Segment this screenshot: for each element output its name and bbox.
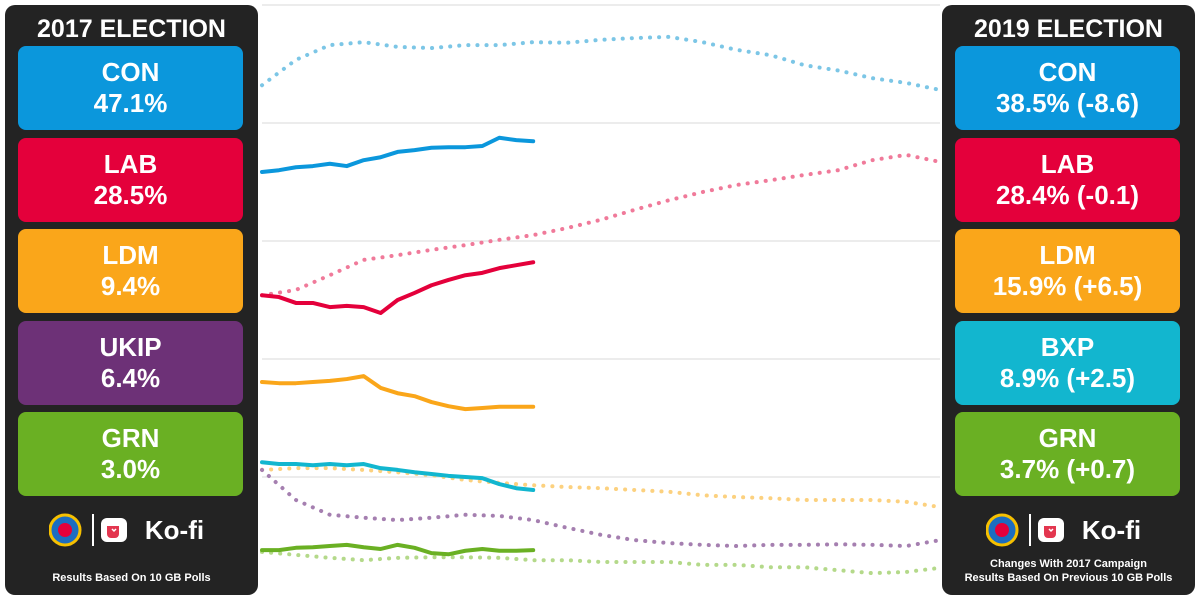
party-share: 3.0% — [100, 454, 161, 484]
party-box: CON 38.5% (-8.6) — [955, 46, 1180, 130]
dotted-trend-line — [260, 152, 942, 298]
party-name: LDM — [1039, 240, 1096, 270]
panel-title: 2017 ELECTION — [37, 15, 226, 43]
party-box: GRN 3.7% (+0.7) — [955, 412, 1180, 496]
logos — [48, 513, 127, 547]
footer-note: Results Based On 10 GB Polls — [52, 572, 211, 584]
logos — [985, 513, 1064, 547]
trend-line — [260, 135, 536, 174]
party-share: 9.4% — [100, 271, 161, 301]
party-share: 47.1% — [93, 88, 168, 118]
dotted-trend-line — [260, 466, 942, 510]
party-box: LDM 15.9% (+6.5) — [955, 229, 1180, 313]
party-name: BXP — [1040, 331, 1095, 362]
panel-title: 2019 ELECTION — [974, 15, 1163, 43]
party-name: CON — [101, 57, 160, 87]
trend-line — [260, 374, 536, 412]
brand-name: Ko-fi — [1081, 514, 1142, 545]
brand-name: Ko-fi — [144, 514, 205, 545]
right-panel: 2019 ELECTION CON 38.5% (-8.6) LAB 28.4% (-0… — [942, 5, 1195, 595]
party-share: 38.5% (-8.6) — [995, 88, 1140, 118]
footer-note: Changes With 2017 Campaign — [990, 558, 1147, 570]
party-share: 28.5% — [93, 179, 168, 210]
party-name: LAB — [103, 148, 158, 179]
dotted-trend-line — [260, 34, 942, 92]
party-name: GRN — [1038, 423, 1097, 453]
party-name: LDM — [102, 240, 159, 270]
party-name: LAB — [1040, 148, 1095, 179]
trend-line — [260, 542, 536, 557]
party-box: CON 47.1% — [18, 46, 243, 130]
trend-line — [260, 460, 536, 492]
party-box: GRN 3.0% — [18, 412, 243, 496]
party-name: UKIP — [99, 331, 162, 362]
party-name: GRN — [101, 423, 160, 453]
party-box: LAB 28.5% — [18, 137, 243, 222]
party-share: 6.4% — [100, 362, 161, 393]
party-box: BXP 8.9% (+2.5) — [955, 320, 1180, 405]
party-name: CON — [1038, 57, 1097, 87]
left-panel: 2017 ELECTION CON 47.1% LAB 28.5% LDM 9.4% UKIP… — [5, 5, 258, 595]
dotted-trend-line — [260, 467, 942, 549]
brand-row: Ko-fi — [5, 510, 258, 550]
brand-row: Ko-fi — [942, 510, 1195, 550]
party-box: LDM 9.4% — [18, 229, 243, 313]
party-share: 8.9% (+2.5) — [999, 362, 1136, 393]
footer-note: Results Based On Previous 10 GB Polls — [964, 572, 1173, 584]
party-box: LAB 28.4% (-0.1) — [955, 137, 1180, 222]
party-box: UKIP 6.4% — [18, 320, 243, 405]
party-share: 28.4% (-0.1) — [995, 179, 1140, 210]
party-share: 3.7% (+0.7) — [999, 454, 1136, 484]
trend-line — [260, 260, 536, 315]
dotted-trend-line — [260, 549, 942, 576]
party-share: 15.9% (+6.5) — [992, 271, 1143, 301]
